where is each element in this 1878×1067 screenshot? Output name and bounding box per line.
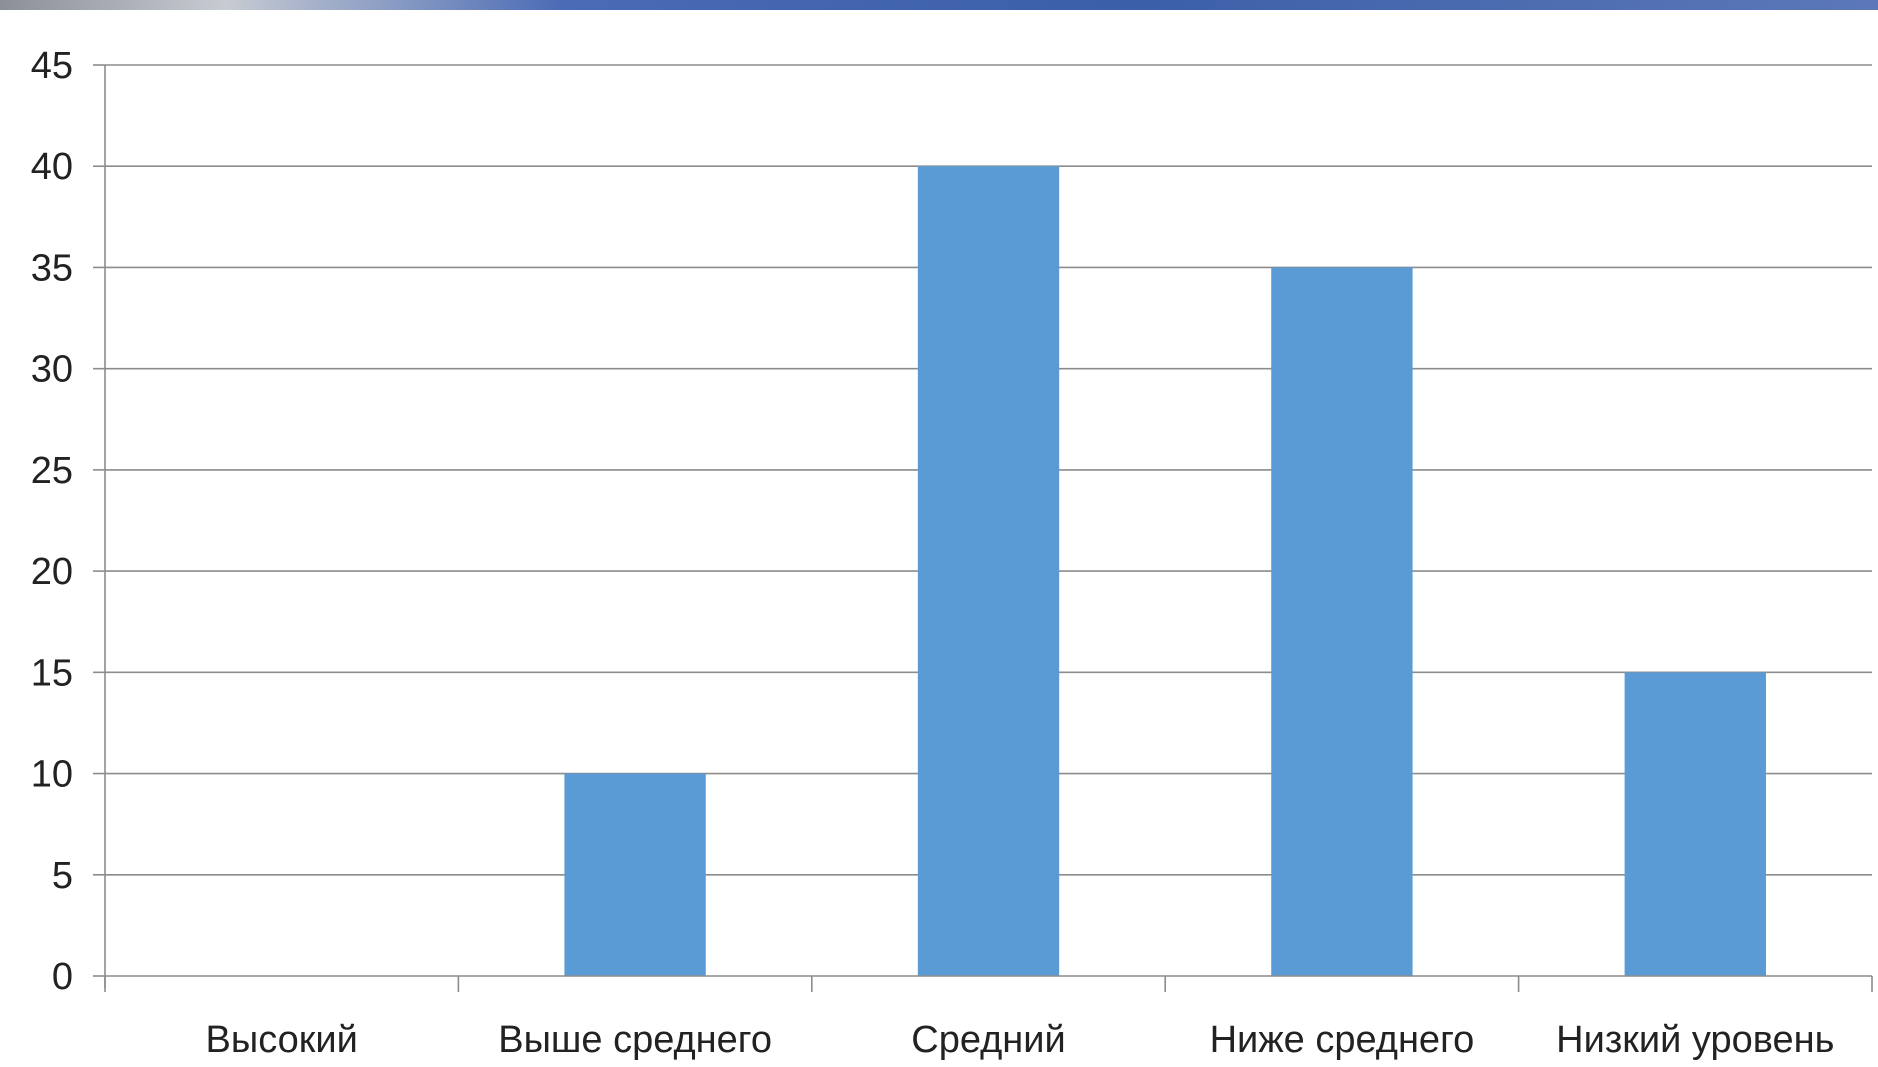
window-top-strip xyxy=(0,0,1878,10)
x-tick-label: Выше среднего xyxy=(498,1019,772,1061)
x-tick-label: Низкий уровень xyxy=(1556,1019,1834,1061)
y-tick-label: 25 xyxy=(31,450,73,492)
bar-2 xyxy=(564,773,706,976)
y-tick-label: 15 xyxy=(31,652,73,694)
bar-4 xyxy=(1271,267,1413,976)
y-tick-label: 20 xyxy=(31,551,73,593)
y-tick-label: 10 xyxy=(31,754,73,796)
axes xyxy=(93,64,1873,992)
y-tick-label: 40 xyxy=(31,146,73,188)
y-tick-label: 35 xyxy=(31,247,73,289)
tick-labels: 0 5 10 15 20 25 30 35 40 45 Высокий Выше среднего Ср… xyxy=(31,45,1835,1061)
gridlines xyxy=(105,64,1872,876)
y-tick-label: 0 xyxy=(52,956,73,998)
x-tick-label: Средний xyxy=(911,1019,1066,1061)
bars xyxy=(564,166,1766,976)
y-tick-label: 30 xyxy=(31,349,73,391)
y-tick-label: 45 xyxy=(31,45,73,87)
bar-5 xyxy=(1624,672,1766,976)
bar-3 xyxy=(917,166,1060,976)
x-tick-label: Высокий xyxy=(206,1019,358,1061)
y-tick-label: 5 xyxy=(52,855,73,897)
x-tick-label: Ниже среднего xyxy=(1210,1019,1475,1061)
